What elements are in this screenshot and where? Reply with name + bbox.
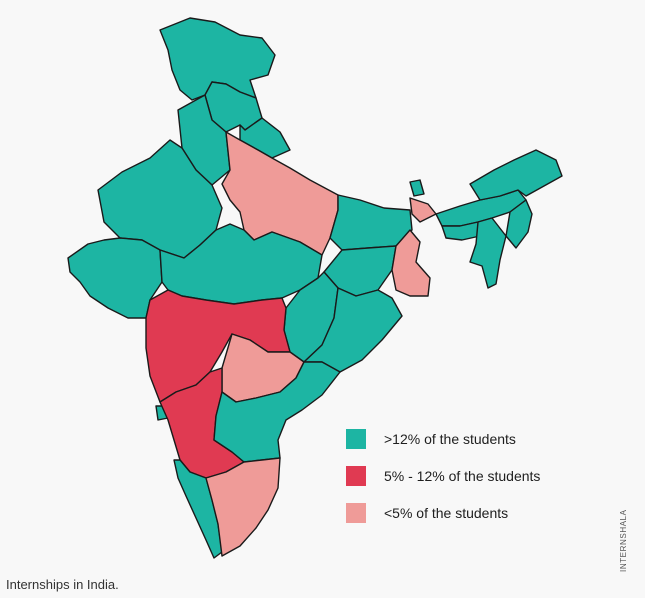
region-tripura-mizoram	[469, 217, 507, 289]
legend-swatch-mid	[346, 466, 366, 486]
region-andhra-pradesh	[213, 361, 341, 463]
legend-label-high: >12% of the students	[384, 431, 516, 447]
region-west-bengal	[391, 229, 431, 297]
legend-swatch-low	[346, 503, 366, 523]
region-sikkim	[409, 179, 425, 197]
legend-swatch-high	[346, 429, 366, 449]
region-tamil-nadu	[205, 457, 281, 557]
credit-label: INTERNSHALA	[619, 509, 628, 572]
legend-label-low: <5% of the students	[384, 505, 509, 521]
region-gujarat	[67, 237, 163, 319]
legend-item-low: <5% of the students	[346, 502, 576, 524]
map-legend: >12% of the students 5% - 12% of the stu…	[346, 428, 576, 539]
region-arunachal-pradesh	[469, 149, 563, 201]
region-west-bengal-north	[409, 197, 437, 223]
legend-label-mid: 5% - 12% of the students	[384, 468, 541, 484]
legend-item-high: >12% of the students	[346, 428, 576, 450]
legend-item-mid: 5% - 12% of the students	[346, 465, 576, 487]
map-caption: Internships in India.	[6, 577, 119, 592]
region-odisha	[303, 287, 403, 373]
